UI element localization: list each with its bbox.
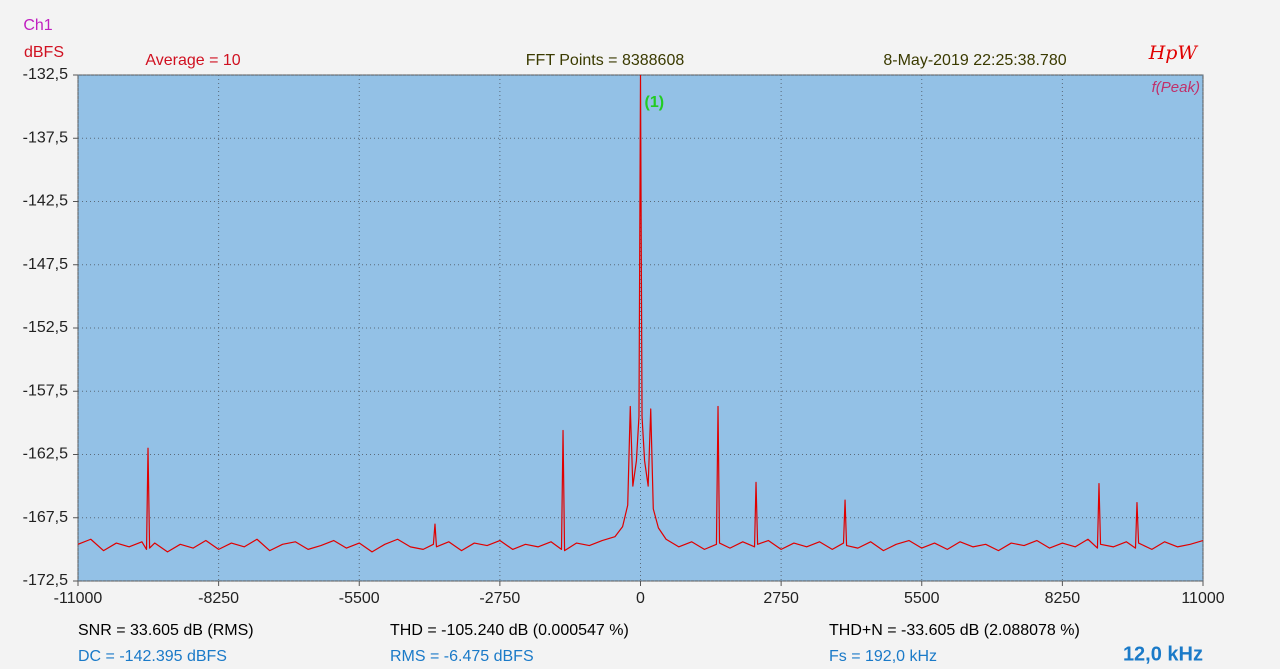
x-tick-label: -2750	[479, 590, 520, 607]
channel: Ch1	[23, 17, 52, 34]
stat-dc: DC = -142.395 dBFS	[78, 648, 227, 665]
y-tick-label: -142,5	[23, 193, 68, 210]
peak-marker: (1)	[645, 94, 665, 111]
x-tick-label: 5500	[904, 590, 940, 607]
brand: HpW	[1148, 42, 1199, 64]
x-tick-label: 8250	[1045, 590, 1081, 607]
y-tick-label: -162,5	[23, 446, 68, 463]
span: 12,0 kHz	[1123, 643, 1203, 665]
x-tick-label: 11000	[1181, 590, 1224, 607]
y-tick-label: -167,5	[23, 509, 68, 526]
y-tick-label: -172,5	[23, 572, 68, 589]
stat-thd: THD = -105.240 dB (0.000547 %)	[390, 622, 629, 639]
header-date: 8-May-2019 22:25:38.780	[883, 52, 1066, 69]
y-tick-label: -152,5	[23, 319, 68, 336]
stat-snr: SNR = 33.605 dB (RMS)	[78, 622, 254, 639]
y-tick-label: -132,5	[23, 66, 68, 83]
x-tick-label: -5500	[339, 590, 380, 607]
y-tick-label: -157,5	[23, 382, 68, 399]
stat-rms: RMS = -6.475 dBFS	[390, 648, 534, 665]
series	[78, 75, 1203, 553]
stat-fs: Fs = 192,0 kHz	[829, 648, 937, 665]
y-unit: dBFS	[24, 44, 64, 61]
y-tick-label: -147,5	[23, 256, 68, 273]
y-tick-label: -137,5	[23, 129, 68, 146]
grid	[77, 74, 1204, 582]
spectrum-line	[78, 75, 1203, 553]
x-tick-label: -8250	[198, 590, 239, 607]
x-tick-label: -11000	[54, 590, 103, 607]
x-tick-label: 0	[636, 590, 645, 607]
stat-thdn: THD+N = -33.605 dB (2.088078 %)	[829, 622, 1080, 639]
header-average: Average = 10	[145, 52, 240, 69]
mode: f(Peak)	[1152, 79, 1200, 96]
x-tick-label: 2750	[763, 590, 799, 607]
header-fft: FFT Points = 8388608	[526, 52, 685, 69]
